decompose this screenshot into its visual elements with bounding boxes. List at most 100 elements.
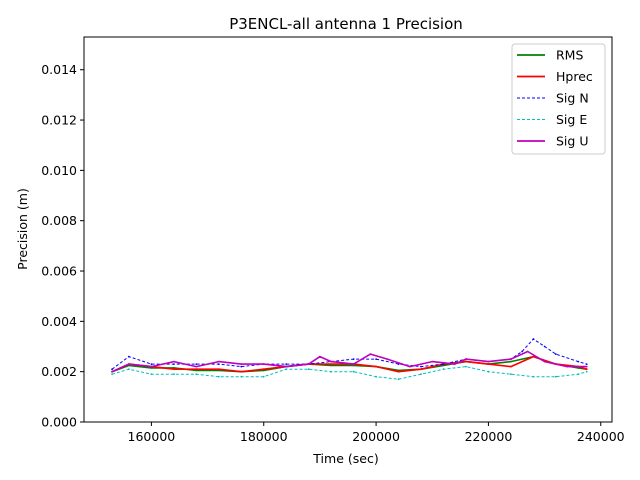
- data-point: [352, 363, 355, 365]
- data-point: [453, 363, 456, 365]
- data-point: [526, 350, 529, 353]
- x-axis: 160000 180000 200000 220000 240000: [128, 422, 625, 444]
- data-point: [465, 358, 467, 360]
- data-point: [532, 375, 535, 378]
- data-point: [330, 363, 332, 365]
- legend-label: Sig E: [556, 112, 587, 127]
- y-tick-label: 0.012: [41, 113, 77, 128]
- data-point: [487, 370, 490, 373]
- data-point: [442, 368, 445, 371]
- data-point: [111, 373, 113, 376]
- y-tick-label: 0.000: [41, 415, 77, 430]
- x-tick-label: 240000: [577, 429, 625, 444]
- data-point: [217, 375, 220, 378]
- data-point: [319, 355, 321, 358]
- data-point: [195, 365, 198, 368]
- legend-item: RMS: [517, 48, 583, 63]
- legend-box: [511, 43, 606, 155]
- data-point: [217, 360, 220, 363]
- data-point: [465, 360, 467, 363]
- data-point: [585, 363, 588, 365]
- data-point: [240, 363, 243, 365]
- data-point: [150, 373, 153, 376]
- data-point: [195, 363, 198, 365]
- legend-label: Sig N: [556, 91, 589, 106]
- data-point: [262, 375, 265, 378]
- data-point: [577, 373, 580, 376]
- data-point: [487, 363, 490, 365]
- series-layer: [111, 338, 588, 381]
- data-point: [240, 370, 243, 373]
- data-point: [352, 358, 355, 360]
- plot-frame: [83, 36, 613, 423]
- series-sig-u: [111, 350, 588, 373]
- data-point: [554, 375, 557, 378]
- data-point: [285, 365, 288, 368]
- data-point: [375, 365, 377, 368]
- series-sig-e: [111, 365, 588, 381]
- data-point: [408, 365, 411, 368]
- data-point: [397, 370, 400, 373]
- data-point: [240, 375, 243, 378]
- y-axis-label: Precision (m): [15, 188, 30, 270]
- data-point: [510, 360, 512, 363]
- data-point: [369, 353, 372, 355]
- data-point: [420, 373, 422, 376]
- data-point: [127, 368, 130, 371]
- data-point: [532, 338, 535, 340]
- x-axis-label: Time (sec): [312, 451, 378, 466]
- data-point: [543, 345, 546, 348]
- data-point: [465, 365, 467, 368]
- data-point: [173, 363, 175, 365]
- data-point: [262, 363, 265, 365]
- data-point: [307, 368, 310, 371]
- x-tick-label: 160000: [128, 429, 176, 444]
- data-point: [521, 350, 523, 353]
- data-point: [510, 365, 512, 368]
- data-point: [330, 360, 332, 363]
- y-tick-label: 0.014: [41, 62, 77, 77]
- data-point: [566, 365, 568, 368]
- data-point: [585, 370, 588, 373]
- data-point: [173, 360, 175, 363]
- data-point: [127, 363, 130, 365]
- data-point: [431, 360, 434, 363]
- data-point: [487, 360, 490, 363]
- data-point: [585, 365, 588, 368]
- legend-item: Hprec: [517, 69, 593, 84]
- x-tick-label: 180000: [240, 429, 288, 444]
- series-line: [111, 366, 587, 380]
- data-point: [577, 360, 580, 363]
- data-point: [352, 370, 355, 373]
- data-point: [195, 373, 198, 376]
- data-point: [173, 368, 175, 371]
- x-tick-label: 200000: [352, 429, 400, 444]
- legend-item: Sig N: [517, 91, 589, 106]
- chart-title: P3ENCL-all antenna 1 Precision: [229, 15, 463, 33]
- data-point: [420, 365, 422, 368]
- y-axis: 0.000 0.002 0.004 0.006 0.008 0.010 0.012 0.014: [41, 62, 84, 430]
- legend: RMS Hprec Sig N Sig E Sig U: [511, 43, 606, 155]
- data-point: [532, 355, 535, 358]
- data-point: [554, 353, 557, 355]
- data-point: [386, 358, 389, 360]
- data-point: [285, 363, 288, 365]
- data-point: [510, 358, 512, 360]
- x-tick-label: 220000: [465, 429, 513, 444]
- data-point: [240, 365, 243, 368]
- legend-label: Hprec: [556, 69, 593, 84]
- legend-item: Sig E: [517, 112, 587, 127]
- data-point: [217, 368, 220, 371]
- data-point: [111, 370, 113, 373]
- legend-item: Sig U: [517, 134, 588, 149]
- data-point: [111, 368, 113, 371]
- data-point: [173, 373, 175, 376]
- data-point: [375, 375, 377, 378]
- data-point: [420, 368, 422, 371]
- data-point: [330, 364, 332, 367]
- y-tick-label: 0.008: [41, 213, 77, 228]
- y-tick-label: 0.010: [41, 163, 77, 178]
- data-point: [150, 363, 153, 365]
- legend-label: Sig U: [556, 134, 588, 149]
